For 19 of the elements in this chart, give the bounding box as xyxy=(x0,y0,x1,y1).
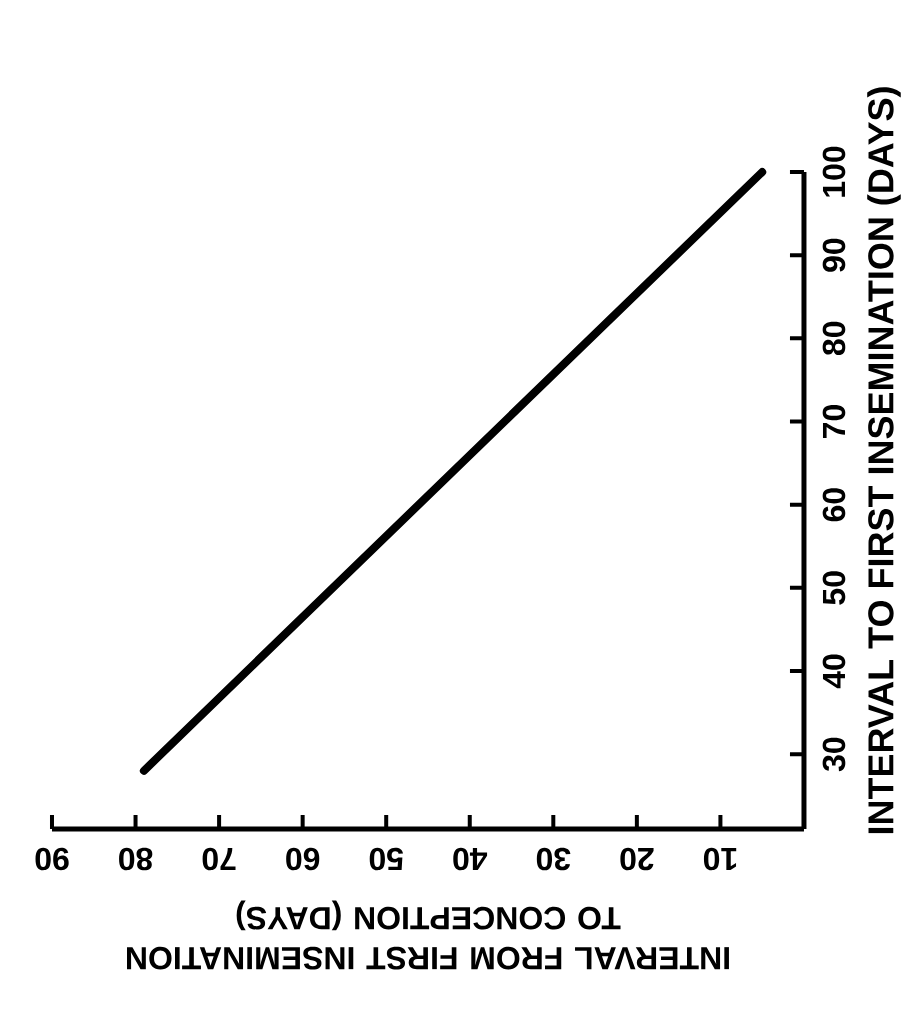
x-tick-label: 20 xyxy=(620,847,654,871)
x-tick-label: 80 xyxy=(119,847,153,871)
x-tick-label: 50 xyxy=(369,847,404,871)
y-tick-label: 100 xyxy=(822,146,846,197)
x-tick-label: 60 xyxy=(286,847,320,871)
y-axis-title: INTERVAL TO FIRST INSEMINATION (DAYS) xyxy=(867,87,901,834)
y-tick-label: 60 xyxy=(822,488,846,522)
x-tick-label: 30 xyxy=(536,847,571,871)
x-tick-label: 10 xyxy=(703,847,737,871)
y-tick-label: 80 xyxy=(822,321,846,356)
y-tick-label: 30 xyxy=(822,737,846,772)
y-tick-label: 50 xyxy=(822,571,846,605)
x-axis-title: INTERVAL FROM FIRST INSEMINATION TO CONCEPTION (DAYS) xyxy=(127,900,729,970)
x-tick-label: 90 xyxy=(35,847,69,871)
x-tick-label: 70 xyxy=(202,847,236,871)
y-tick-label: 90 xyxy=(822,238,846,272)
x-tick-label: 40 xyxy=(453,847,488,871)
y-tick-label: 40 xyxy=(822,654,846,689)
y-tick-label: 70 xyxy=(822,405,846,438)
